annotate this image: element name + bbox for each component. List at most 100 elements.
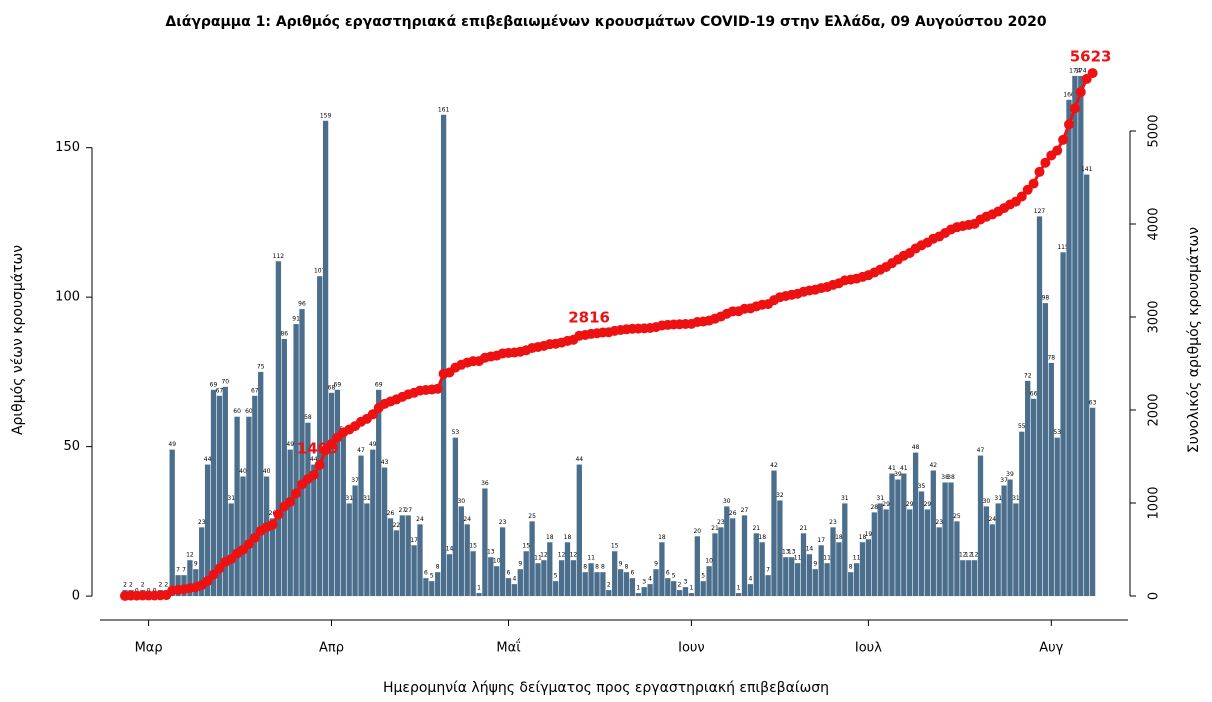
bar [971,560,978,597]
bar [800,533,807,597]
y-tick-label: 100 [55,290,80,305]
bar [263,476,270,597]
data-label: 13 [487,549,495,556]
data-label: 69 [375,381,383,388]
data-label: 60 [245,408,253,415]
chart-title: Διάγραμμα 1: Αριθμός εργαστηριακά επιβεβ… [165,14,1046,30]
bar [293,324,299,597]
data-label: 8 [436,564,440,571]
data-label: 42 [929,462,937,469]
bar [889,473,895,597]
data-label: 44 [204,456,212,463]
bar [653,569,659,597]
y2-tick-label: 4000 [1147,207,1162,240]
bar [676,590,683,597]
data-label: 18 [835,534,843,541]
data-label: 27 [398,507,406,514]
bar [812,569,818,597]
bar [1054,437,1060,597]
data-label: 23 [717,519,725,526]
bar [452,437,459,597]
cumulative-point [1052,145,1063,156]
cumulative-point [208,569,219,580]
bar [1025,380,1031,597]
data-label: 8 [601,564,605,571]
bar [576,464,582,597]
bar [629,578,636,597]
bar [718,527,724,597]
annotation: 2816 [568,308,610,326]
data-label: 29 [882,501,890,508]
data-label: 2 [123,582,127,589]
data-label: 66 [1030,390,1038,397]
cumulative-point [308,469,319,480]
bar [588,563,594,597]
y2-tick-label: 2000 [1147,393,1162,426]
data-label: 30 [723,498,731,505]
cumulative-point [320,445,331,456]
bar [1042,303,1049,597]
data-label: 69 [334,381,342,388]
data-label: 23 [198,519,206,526]
data-label: 10 [493,558,501,565]
cumulative-point [267,519,278,530]
data-label: 7 [176,567,180,574]
bar [364,503,370,597]
data-label: 36 [481,480,489,487]
bar [381,467,388,597]
bar [895,479,901,597]
bar [930,470,936,597]
bar [623,572,630,597]
bar [564,542,571,597]
data-label: 49 [168,441,176,448]
data-label: 141 [1081,166,1093,173]
data-label: 4 [512,576,516,583]
bar [494,566,500,597]
data-label: 5 [701,573,705,580]
bar [435,572,441,597]
data-label: 26 [387,510,395,517]
bar [1001,485,1007,597]
data-label: 44 [310,456,318,463]
x-tick-label: Ιουν [678,641,705,656]
y-tick-label: 50 [63,439,80,454]
data-label: 31 [876,495,884,502]
data-label: 30 [457,498,465,505]
bar [216,395,223,597]
y2-tick-label: 5000 [1147,114,1162,147]
data-label: 75 [257,363,265,370]
annotation: 1409 [297,439,339,457]
data-label: 96 [298,301,306,308]
bar [222,386,228,597]
bar [476,593,482,597]
bar [989,524,995,597]
data-label: 23 [829,519,837,526]
data-label: 35 [918,483,926,490]
bar [995,503,1001,597]
bar [865,539,872,597]
data-label: 17 [817,537,825,544]
data-label: 18 [758,534,766,541]
data-label: 48 [912,444,920,451]
bar [753,533,759,597]
cumulative-point [202,576,213,587]
bar [836,542,842,597]
bar [977,455,984,597]
data-label: 31 [345,495,353,502]
data-label: 31 [1012,495,1020,502]
bar [488,557,494,597]
bar [830,527,836,597]
cumulative-point [249,532,260,543]
x-tick-label: Απρ [319,641,344,656]
data-label: 17 [410,537,418,544]
data-label: 9 [619,561,623,568]
bar [334,389,341,597]
data-label: 5 [430,573,434,580]
data-label: 6 [507,570,511,577]
bar [659,542,665,597]
bar [706,566,712,597]
data-label: 10 [705,558,713,565]
bar [789,557,795,597]
bar [399,515,405,597]
bar [724,506,730,597]
